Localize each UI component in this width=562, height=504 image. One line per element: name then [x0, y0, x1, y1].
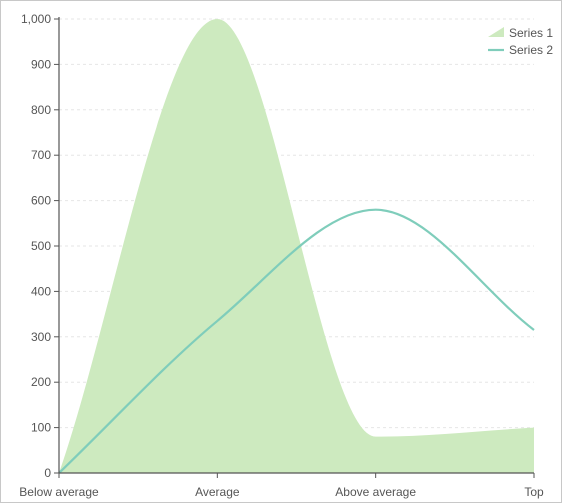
x-tick-label: Top	[524, 485, 544, 499]
y-tick-label: 300	[31, 330, 51, 344]
plot-area	[58, 19, 535, 474]
legend-label: Series 1	[509, 26, 553, 40]
y-tick-label: 200	[31, 375, 51, 389]
y-tick-label: 400	[31, 284, 51, 298]
y-tick-label: 600	[31, 194, 51, 208]
legend: Series 1 Series 2	[488, 26, 553, 57]
y-tick-label: 100	[31, 421, 51, 435]
series-area-1	[59, 19, 534, 473]
y-tick-label: 1,000	[21, 12, 51, 26]
y-tick-label: 0	[44, 466, 51, 480]
y-tick-label: 800	[31, 103, 51, 117]
series-line-2	[58, 208, 535, 474]
x-axis-tick-labels: Below average Average Above average Top	[19, 485, 544, 499]
axes	[58, 17, 535, 478]
x-tick-label: Average	[195, 485, 240, 499]
y-tick-label: 700	[31, 148, 51, 162]
x-tick-label: Below average	[19, 485, 99, 499]
x-tick-label: Above average	[335, 485, 416, 499]
y-tick-label: 900	[31, 57, 51, 71]
legend-swatch-area	[488, 27, 504, 37]
legend-label: Series 2	[509, 43, 553, 57]
y-tick-label: 500	[31, 239, 51, 253]
y-axis-tick-labels: 0 100 200 300 400 500 600 700 800 900 1,000	[21, 12, 51, 480]
